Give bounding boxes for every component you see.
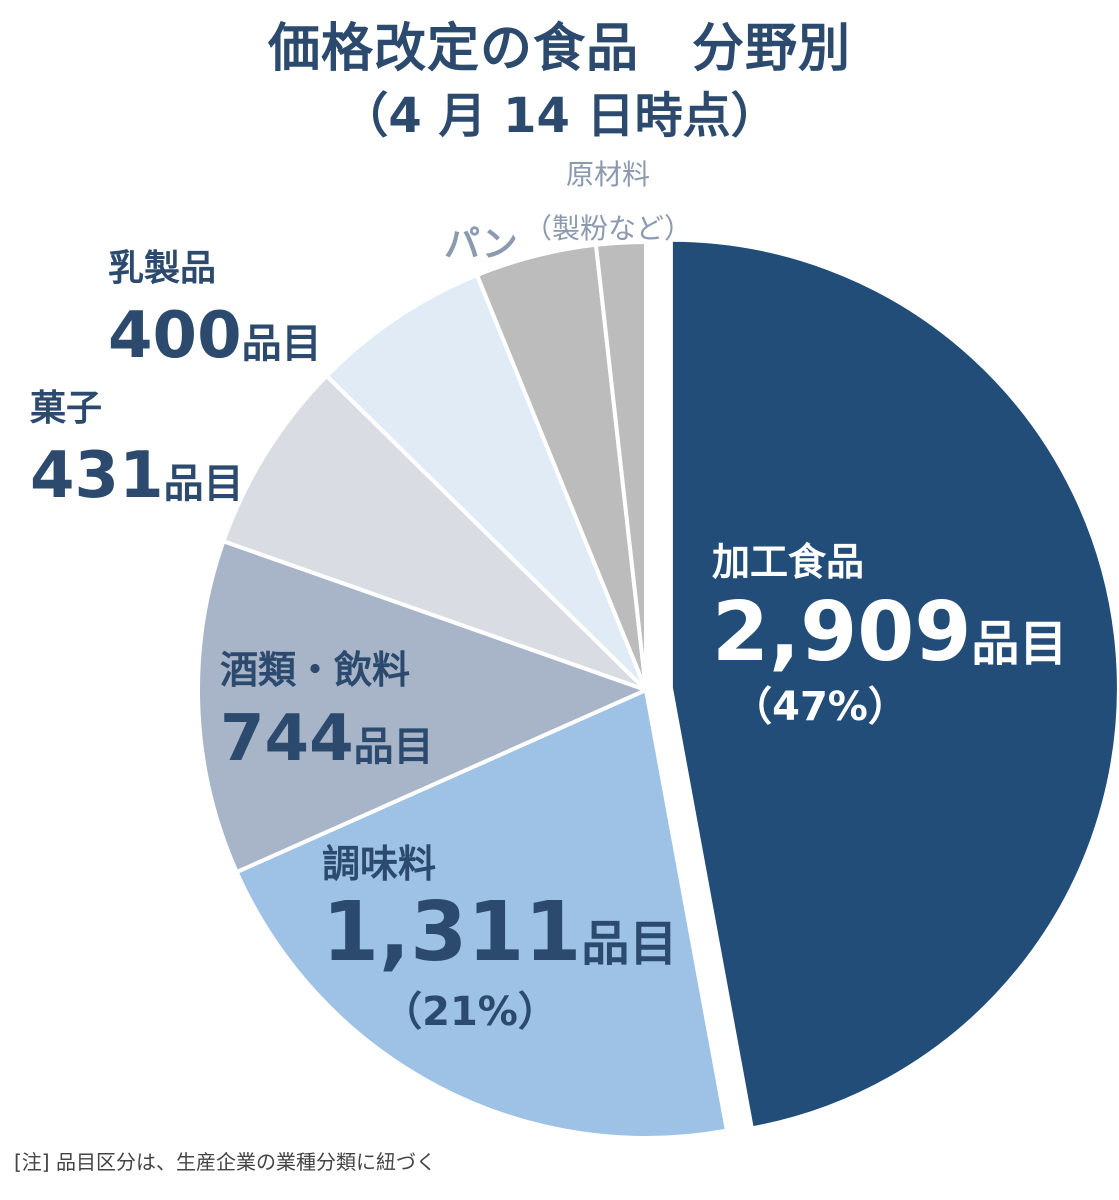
label-value-3: 431品目 <box>30 439 244 513</box>
label-pct-1: （21%） <box>382 989 558 1035</box>
label-name-1: 調味料 <box>322 842 436 886</box>
pie-slice-3 <box>220 373 648 692</box>
label-value-2: 744品目 <box>220 702 434 776</box>
pie-slice-4 <box>323 272 648 692</box>
pie-slice-1 <box>234 687 730 1140</box>
label-name-4: 乳製品 <box>108 248 216 289</box>
pie-slice-0 <box>668 237 1119 1131</box>
chart-subtitle: （4 月 14 日時点） <box>340 88 779 144</box>
label-value-4: 400品目 <box>108 299 322 373</box>
label-name-2: 酒類・飲料 <box>220 648 410 692</box>
pie-slice-6 <box>593 239 648 691</box>
label-name-3: 菓子 <box>30 388 102 429</box>
label-value-1: 1,311品目 <box>322 885 677 980</box>
pie-slice-2 <box>196 538 652 875</box>
chart-title: 価格改定の食品 分野別 <box>267 19 851 79</box>
label-name-6b: （製粉など） <box>524 212 692 245</box>
label-value-0: 2,909品目 <box>712 585 1067 680</box>
footnote: [注] 品目区分は、生産企業の業種分類に紐づく <box>14 1150 436 1174</box>
label-name-5: パン <box>444 224 518 265</box>
label-pct-0: （47%） <box>732 684 908 730</box>
label-name-6a: 原材料 <box>566 158 650 191</box>
label-name-0: 加工食品 <box>712 540 864 584</box>
